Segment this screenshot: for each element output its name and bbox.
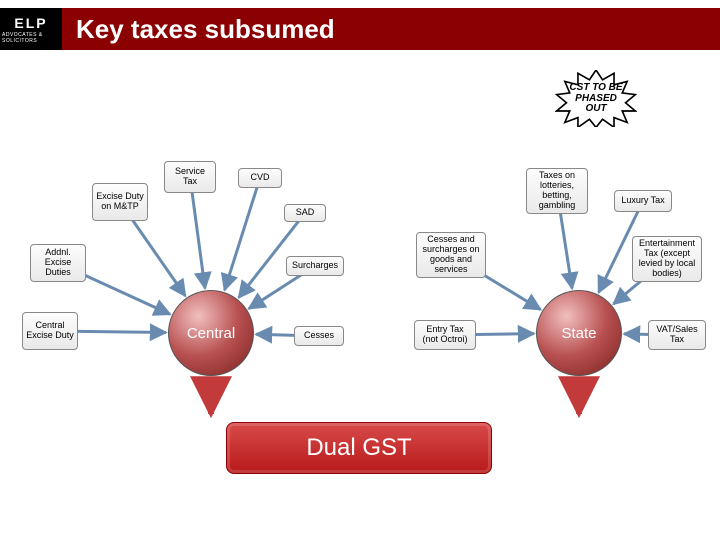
- header-bar: ELP ADVOCATES & SOLICITORS Key taxes sub…: [0, 8, 720, 50]
- node-label-service-tax: Service Tax: [168, 167, 212, 187]
- node-service-tax: Service Tax: [164, 161, 216, 193]
- node-cesses-surch: Cesses and surcharges on goods and servi…: [416, 232, 486, 278]
- node-luxury: Luxury Tax: [614, 190, 672, 212]
- node-label-surcharges: Surcharges: [292, 261, 338, 271]
- node-label-cesses: Cesses: [304, 331, 334, 341]
- node-label-addnl-excise: Addnl. Excise Duties: [34, 248, 82, 278]
- logo-text-bottom: ADVOCATES & SOLICITORS: [2, 32, 60, 44]
- node-label-vat-sales: VAT/Sales Tax: [652, 325, 702, 345]
- burst-line1: CST TO BE: [569, 82, 622, 93]
- node-label-entry-tax: Entry Tax (not Octroi): [418, 325, 472, 345]
- hub-state-label: State: [561, 325, 596, 342]
- dual-gst-box: Dual GST: [226, 422, 492, 474]
- node-entry-tax: Entry Tax (not Octroi): [414, 320, 476, 350]
- cst-burst: CST TO BE PHASED OUT: [555, 70, 637, 128]
- logo-text-top: ELP: [14, 15, 47, 31]
- node-addnl-excise: Addnl. Excise Duties: [30, 244, 86, 282]
- node-central-excise: Central Excise Duty: [22, 312, 78, 350]
- dual-gst-label: Dual GST: [306, 434, 411, 462]
- node-surcharges: Surcharges: [286, 256, 344, 276]
- hub-central-label: Central: [187, 325, 235, 342]
- node-lotteries: Taxes on lotteries, betting, gambling: [526, 168, 588, 214]
- node-label-cesses-surch: Cesses and surcharges on goods and servi…: [420, 235, 482, 275]
- node-label-lotteries: Taxes on lotteries, betting, gambling: [530, 171, 584, 211]
- node-vat-sales: VAT/Sales Tax: [648, 320, 706, 350]
- node-entertainment: Entertainment Tax (except levied by loca…: [632, 236, 702, 282]
- burst-line2: PHASED: [575, 93, 617, 104]
- node-cesses: Cesses: [294, 326, 344, 346]
- logo: ELP ADVOCATES & SOLICITORS: [0, 8, 62, 50]
- hub-central: Central: [168, 290, 254, 376]
- node-label-entertainment: Entertainment Tax (except levied by loca…: [636, 239, 698, 279]
- burst-line3: OUT: [585, 103, 606, 114]
- node-sad: SAD: [284, 204, 326, 222]
- node-label-central-excise: Central Excise Duty: [26, 321, 74, 341]
- hub-state: State: [536, 290, 622, 376]
- node-label-cvd: CVD: [250, 173, 269, 183]
- page-title: Key taxes subsumed: [76, 14, 335, 45]
- node-label-sad: SAD: [296, 208, 315, 218]
- node-excise-mtp: Excise Duty on M&TP: [92, 183, 148, 221]
- node-label-excise-mtp: Excise Duty on M&TP: [96, 192, 144, 212]
- node-label-luxury: Luxury Tax: [621, 196, 664, 206]
- node-cvd: CVD: [238, 168, 282, 188]
